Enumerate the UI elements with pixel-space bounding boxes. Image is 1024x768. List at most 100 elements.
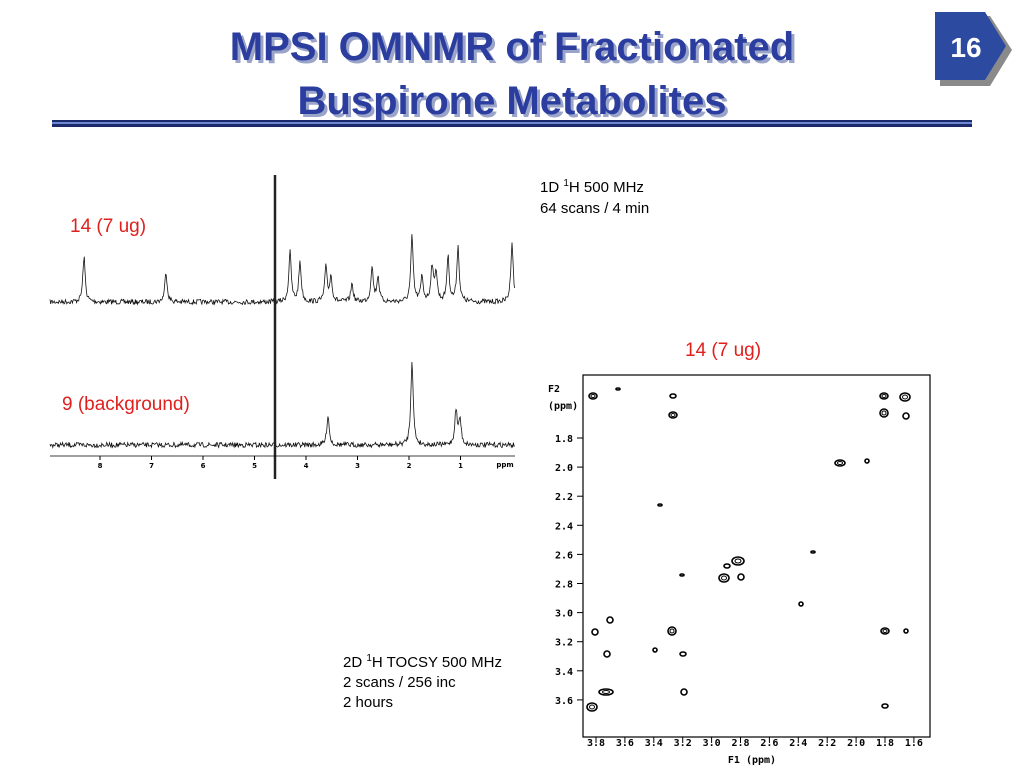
axis-tick-label: 1.8 [876, 738, 894, 749]
axis-tick-label: 2.0 [555, 463, 573, 474]
caption-2d: 2D 1H TOCSY 500 MHz [343, 653, 502, 671]
axis-tick-label: 1.6 [905, 738, 923, 749]
contour [879, 392, 889, 400]
contour [586, 702, 598, 712]
contour [881, 410, 887, 416]
contour [834, 459, 846, 467]
axis-tick-label: 2.6 [555, 550, 573, 561]
contour [899, 392, 911, 402]
contour [881, 394, 887, 398]
spectrum-label: 14 (7 ug) [685, 340, 761, 361]
title-line: Buspirone Metabolites [298, 79, 727, 123]
axis-tick-label: 2.4 [555, 521, 573, 532]
spectrum-trace [49, 234, 516, 306]
slide-badge [935, 12, 1006, 80]
title-shadow: Buspirone Metabolites [301, 82, 730, 126]
contour [667, 626, 677, 636]
slide-number: 16 [950, 32, 981, 63]
contour [902, 394, 908, 400]
axis-label: F1 (ppm) [728, 755, 776, 766]
axis-tick-label: 3.0 [703, 738, 721, 749]
axis-label: (ppm) [548, 401, 578, 412]
contour [679, 573, 685, 577]
contour [590, 394, 596, 398]
axis-tick-label: 7 [149, 462, 154, 470]
contour [737, 573, 745, 581]
axis-tick-label: 2.4 [789, 738, 807, 749]
axis-tick-label: 3.8 [587, 738, 605, 749]
axis-tick-label: 3.6 [616, 738, 634, 749]
contour [589, 704, 595, 710]
axis-tick-label: 2.2 [555, 492, 573, 503]
contour [588, 392, 598, 400]
axis-tick-label: 3.2 [674, 738, 692, 749]
caption-2d: 2 hours [343, 694, 393, 711]
contour [731, 556, 745, 566]
contour [721, 575, 727, 581]
contour [679, 651, 687, 657]
contour [669, 628, 675, 634]
axis-label: F2 [548, 384, 560, 395]
axis-tick-label: 2 [407, 462, 412, 470]
spectrum-label: 14 (7 ug) [70, 216, 146, 237]
axis-tick-label: 2.0 [847, 738, 865, 749]
contour [880, 627, 890, 635]
caption-part: H TOCSY 500 MHz [372, 654, 502, 671]
spectrum-trace [49, 361, 515, 449]
axis-tick-label: 3.0 [555, 609, 573, 620]
contour [606, 616, 614, 624]
contour [615, 387, 621, 391]
contour [670, 413, 676, 417]
contour [602, 690, 610, 694]
axis-tick-label: 5 [252, 462, 257, 470]
caption-sup: 1 [563, 178, 569, 189]
contour [652, 647, 658, 653]
spectrum-label: 9 (background) [62, 394, 190, 415]
contour [810, 550, 816, 554]
title-line: MPSI OMNMR of Fractionated [230, 25, 794, 69]
axis-tick-label: 2.2 [818, 738, 836, 749]
contour [723, 563, 731, 569]
contour [882, 629, 888, 633]
axis-tick-label: 2.8 [555, 580, 573, 591]
contour [864, 458, 870, 464]
caption-2d: 2 scans / 256 inc [343, 674, 456, 691]
axis-tick-label: 3.4 [555, 667, 573, 678]
contour [680, 688, 688, 696]
axis-tick-label: 3.6 [555, 696, 573, 707]
caption-1d: 64 scans / 4 min [540, 200, 649, 217]
contour [903, 628, 909, 634]
contour [657, 503, 663, 507]
contour [734, 558, 742, 564]
axis-tick-label: 3.4 [645, 738, 663, 749]
contour [591, 628, 599, 636]
contour [879, 408, 889, 418]
contour [718, 573, 730, 583]
contour [603, 650, 611, 658]
axis-tick-label: 1 [458, 462, 463, 470]
caption-part: 1D [540, 179, 563, 196]
contour [669, 393, 677, 399]
contour [881, 703, 889, 709]
title-rule-highlight [52, 122, 972, 124]
axis-tick-label: 2.6 [760, 738, 778, 749]
contour [902, 412, 910, 420]
caption-1d: 1D 1H 500 MHz [540, 178, 644, 196]
axis-tick-label: 2.8 [731, 738, 749, 749]
title-shadow: MPSI OMNMR of Fractionated [233, 28, 797, 72]
axis-tick-label: 4 [304, 462, 309, 470]
axis-tick-label: 3 [355, 462, 360, 470]
axis-tick-label: 6 [201, 462, 206, 470]
axis-unit: ppm [496, 461, 513, 469]
contour [598, 688, 614, 696]
axis-tick-label: 3.2 [555, 638, 573, 649]
contour [668, 411, 678, 419]
caption-sup: 1 [366, 653, 372, 664]
caption-part: H 500 MHz [569, 179, 644, 196]
contour [837, 461, 843, 465]
axis-tick-label: 1.8 [555, 434, 573, 445]
axis-tick-label: 8 [98, 462, 103, 470]
caption-part: 2D [343, 654, 366, 671]
